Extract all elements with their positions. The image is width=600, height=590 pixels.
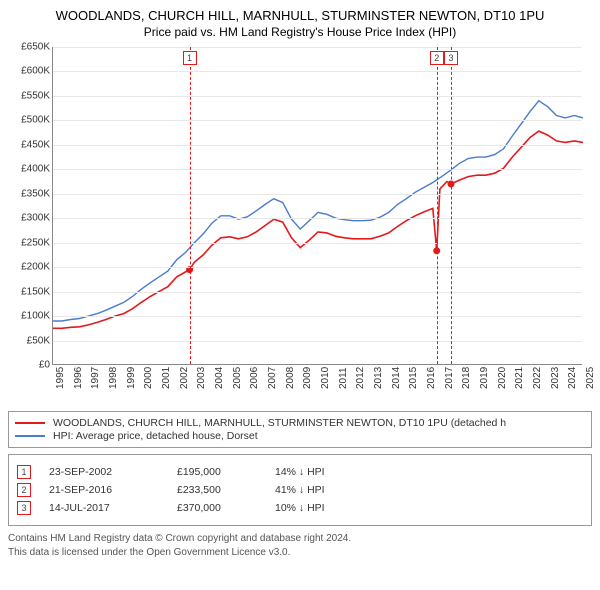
y-axis-label: £550K <box>21 90 50 101</box>
sale-row: 3 14-JUL-2017 £370,000 10% ↓ HPI <box>17 501 583 515</box>
gridline <box>53 47 582 48</box>
legend-box: WOODLANDS, CHURCH HILL, MARNHULL, STURMI… <box>8 411 592 448</box>
x-axis-label: 1999 <box>126 367 137 389</box>
event-marker-box: 1 <box>183 51 197 65</box>
x-axis-label: 2002 <box>179 367 190 389</box>
series-line-property <box>53 131 583 328</box>
y-axis-label: £200K <box>21 262 50 273</box>
gridline <box>53 96 582 97</box>
x-axis-label: 1997 <box>90 367 101 389</box>
sale-row: 1 23-SEP-2002 £195,000 14% ↓ HPI <box>17 465 583 479</box>
chart-title: WOODLANDS, CHURCH HILL, MARNHULL, STURMI… <box>8 8 592 23</box>
gridline <box>53 194 582 195</box>
footer-line-1: Contains HM Land Registry data © Crown c… <box>8 532 592 546</box>
legend-swatch <box>15 435 45 437</box>
x-axis-label: 2000 <box>143 367 154 389</box>
x-axis-label: 2017 <box>444 367 455 389</box>
y-axis-label: £250K <box>21 237 50 248</box>
x-axis-label: 2006 <box>249 367 260 389</box>
y-axis-label: £100K <box>21 311 50 322</box>
event-marker-box: 2 <box>430 51 444 65</box>
sale-date: 14-JUL-2017 <box>49 502 159 514</box>
event-marker-line <box>190 47 191 364</box>
x-axis-label: 2018 <box>461 367 472 389</box>
gridline <box>53 316 582 317</box>
x-axis-label: 2007 <box>267 367 278 389</box>
x-axis-label: 2023 <box>550 367 561 389</box>
gridline <box>53 169 582 170</box>
sale-marker-box: 1 <box>17 465 31 479</box>
legend-row: HPI: Average price, detached house, Dors… <box>15 430 585 442</box>
sale-marker-box: 3 <box>17 501 31 515</box>
chart-subtitle: Price paid vs. HM Land Registry's House … <box>8 25 592 39</box>
gridline <box>53 341 582 342</box>
sale-price: £370,000 <box>177 502 257 514</box>
y-axis-label: £500K <box>21 115 50 126</box>
gridline <box>53 267 582 268</box>
x-axis-label: 2003 <box>196 367 207 389</box>
y-axis-label: £650K <box>21 42 50 53</box>
gridline <box>53 218 582 219</box>
x-axis-label: 2005 <box>232 367 243 389</box>
x-axis-label: 1996 <box>73 367 84 389</box>
sale-diff: 41% ↓ HPI <box>275 484 375 496</box>
footer-attribution: Contains HM Land Registry data © Crown c… <box>8 532 592 559</box>
x-axis-label: 1998 <box>108 367 119 389</box>
x-axis-label: 2016 <box>426 367 437 389</box>
x-axis-label: 2011 <box>338 367 349 389</box>
gridline <box>53 243 582 244</box>
x-axis-label: 2015 <box>408 367 419 389</box>
legend-label: HPI: Average price, detached house, Dors… <box>53 430 258 442</box>
legend-label: WOODLANDS, CHURCH HILL, MARNHULL, STURMI… <box>53 417 506 429</box>
series-line-hpi <box>53 101 583 321</box>
footer-line-2: This data is licensed under the Open Gov… <box>8 546 592 560</box>
x-axis-label: 2014 <box>391 367 402 389</box>
sale-price: £233,500 <box>177 484 257 496</box>
sale-date: 23-SEP-2002 <box>49 466 159 478</box>
sale-date: 21-SEP-2016 <box>49 484 159 496</box>
plot-region: 1 23 <box>52 47 582 365</box>
y-axis-label: £600K <box>21 66 50 77</box>
x-axis-label: 2022 <box>532 367 543 389</box>
sale-price: £195,000 <box>177 466 257 478</box>
x-axis-label: 2001 <box>161 367 172 389</box>
y-axis-label: £150K <box>21 286 50 297</box>
gridline <box>53 71 582 72</box>
sale-row: 2 21-SEP-2016 £233,500 41% ↓ HPI <box>17 483 583 497</box>
chart-area: 1 23 £0 £50K £100K £150K £200K £250K £300K £350K… <box>8 45 592 405</box>
y-axis-label: £300K <box>21 213 50 224</box>
x-axis-label: 2008 <box>285 367 296 389</box>
y-axis-label: £400K <box>21 164 50 175</box>
y-axis-label: £450K <box>21 139 50 150</box>
sales-table: 1 23-SEP-2002 £195,000 14% ↓ HPI 2 21-SEP-201… <box>8 454 592 526</box>
y-axis-label: £0 <box>39 360 50 371</box>
sale-diff: 10% ↓ HPI <box>275 502 375 514</box>
plot-svg <box>53 47 583 365</box>
y-axis-label: £50K <box>27 335 50 346</box>
x-axis-label: 2021 <box>514 367 525 389</box>
gridline <box>53 145 582 146</box>
x-axis-label: 2009 <box>302 367 313 389</box>
gridline <box>53 292 582 293</box>
legend-swatch <box>15 422 45 424</box>
x-axis-label: 2012 <box>355 367 366 389</box>
x-axis-label: 2010 <box>320 367 331 389</box>
x-axis-label: 2019 <box>479 367 490 389</box>
x-axis-label: 2024 <box>567 367 578 389</box>
event-marker-box: 3 <box>444 51 458 65</box>
x-axis-label: 2020 <box>497 367 508 389</box>
x-axis-label: 1995 <box>55 367 66 389</box>
event-marker-line <box>437 47 438 364</box>
x-axis-label: 2025 <box>585 367 596 389</box>
y-axis-label: £350K <box>21 188 50 199</box>
x-axis-label: 2004 <box>214 367 225 389</box>
legend-row: WOODLANDS, CHURCH HILL, MARNHULL, STURMI… <box>15 417 585 429</box>
x-axis-label: 2013 <box>373 367 384 389</box>
sale-diff: 14% ↓ HPI <box>275 466 375 478</box>
sale-marker-box: 2 <box>17 483 31 497</box>
gridline <box>53 120 582 121</box>
event-marker-line <box>451 47 452 364</box>
